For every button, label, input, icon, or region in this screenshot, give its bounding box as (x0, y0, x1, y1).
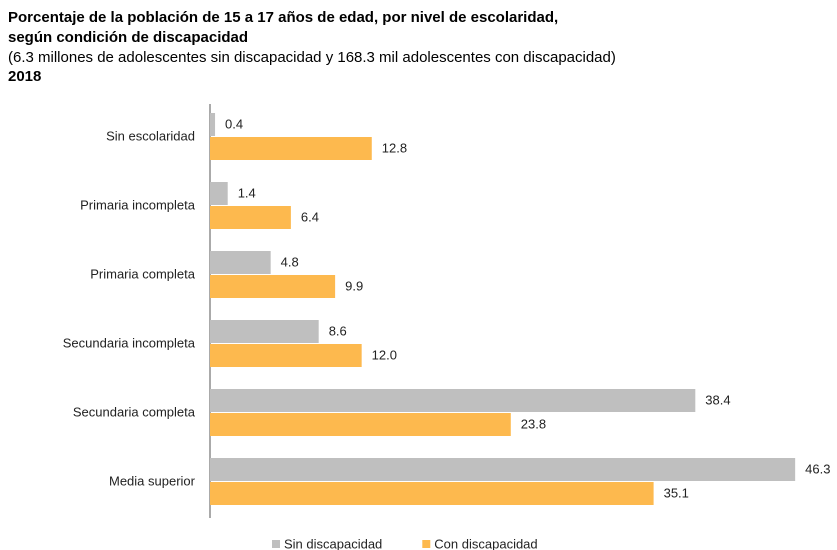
y-tick-label: Primaria incompleta (80, 197, 196, 212)
chart-year: 2018 (8, 68, 41, 85)
value-label: 1.4 (238, 185, 256, 200)
y-tick-label: Primaria completa (90, 266, 196, 281)
legend-swatch (272, 540, 280, 548)
value-label: 6.4 (301, 209, 319, 224)
value-label: 46.3 (805, 461, 830, 476)
value-label: 12.0 (372, 347, 397, 362)
legend-label: Con discapacidad (434, 536, 537, 550)
bar (210, 182, 228, 205)
bar (210, 206, 291, 229)
bar (210, 482, 654, 505)
legend-swatch (422, 540, 431, 548)
bar (210, 251, 271, 274)
chart-title: Porcentaje de la población de 15 a 17 añ… (8, 9, 558, 46)
y-tick-label: Media superior (109, 473, 196, 488)
value-label: 0.4 (225, 116, 243, 131)
y-tick-label: Sin escolaridad (106, 128, 195, 143)
value-label: 4.8 (281, 254, 299, 269)
chart-subtitle: (6.3 millones de adolescentes sin discap… (8, 49, 616, 66)
bar (210, 275, 336, 298)
bar (210, 458, 796, 481)
bar (210, 344, 362, 367)
value-label: 9.9 (345, 278, 363, 293)
value-label: 38.4 (705, 392, 730, 407)
bar (210, 113, 216, 136)
bar (210, 413, 511, 436)
bar (210, 320, 319, 343)
value-label: 12.8 (382, 140, 407, 155)
bar (210, 389, 696, 412)
y-tick-label: Secundaria completa (73, 404, 196, 419)
y-tick-label: Secundaria incompleta (63, 335, 196, 350)
value-label: 23.8 (521, 416, 546, 431)
value-label: 8.6 (329, 323, 347, 338)
bar (210, 137, 372, 160)
value-label: 35.1 (664, 485, 689, 500)
legend-label: Sin discapacidad (284, 536, 382, 550)
